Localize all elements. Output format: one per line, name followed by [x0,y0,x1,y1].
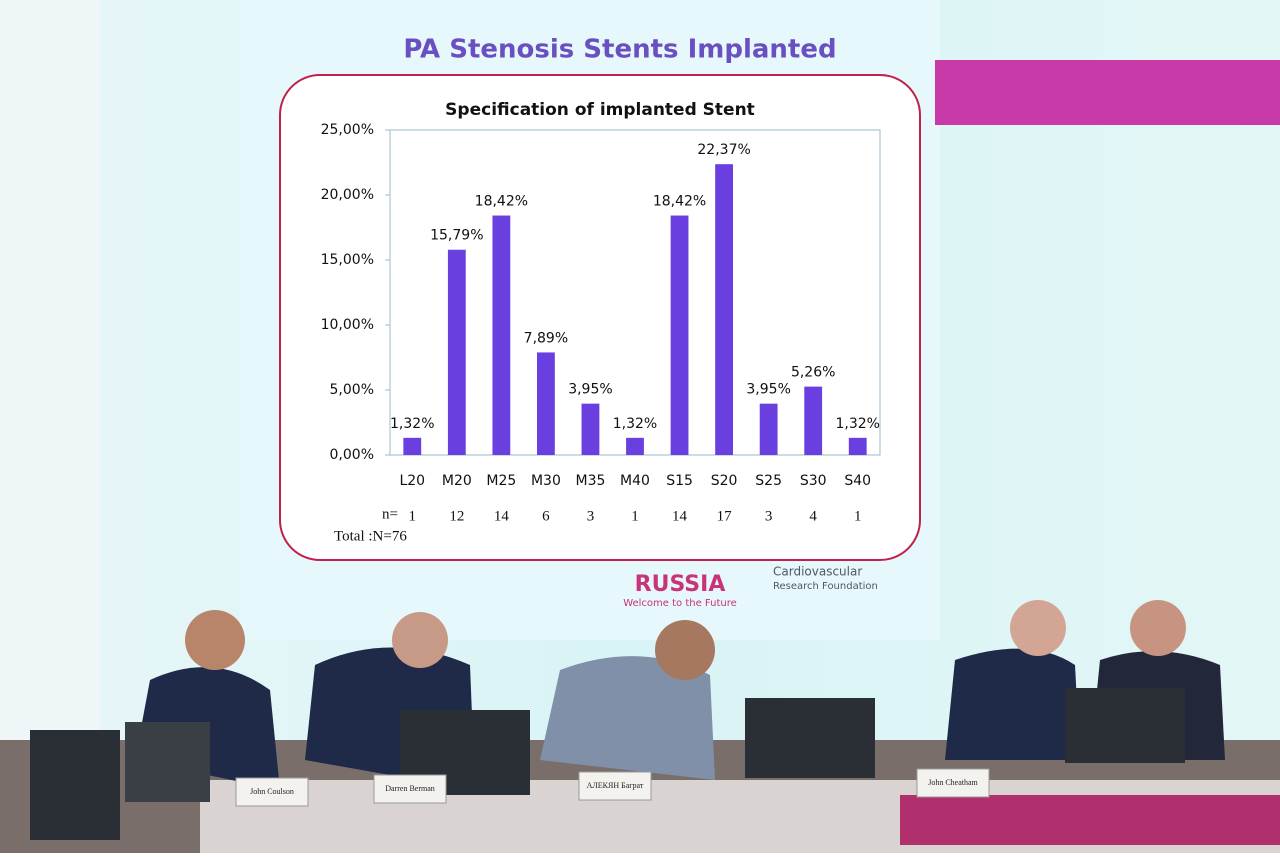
name-card-text: John Coulson [250,787,294,796]
logo-text: RUSSIA [635,572,726,597]
data-label: 18,42% [653,194,706,210]
name-card-text: АЛЕКЯН Баграт [587,781,644,790]
name-card [578,771,652,801]
name-card-text: Darren Berman [385,784,435,793]
data-label: 1,32% [390,416,434,432]
side-screen [0,0,100,740]
person [945,648,1080,760]
name-card-text: John Cheatham [928,778,978,787]
data-label: 22,37% [697,142,750,158]
monitor [1065,688,1185,763]
data-label: 3,95% [568,382,612,398]
person-head [185,610,245,670]
bar [715,164,733,455]
data-label: 15,79% [430,228,483,244]
bar [670,215,689,455]
name-card [373,774,447,804]
x-tick-label: M40 [620,473,650,489]
y-tick-label: 10,00% [321,317,374,333]
data-label: 5,26% [791,365,835,381]
count-label: 14 [672,508,688,524]
monitor [125,722,210,802]
bar [403,437,422,455]
count-header: n= [382,506,398,522]
count-label: 4 [809,508,817,524]
slide-title: PA Stenosis Stents Implanted [403,35,836,65]
person-head [392,612,448,668]
person [540,656,715,780]
count-label: 14 [494,508,510,524]
magenta-band [935,60,1280,125]
bar [804,386,823,455]
monitor [745,698,875,778]
x-tick-label: L20 [399,473,425,489]
bar [447,249,466,455]
name-card [916,768,990,798]
person-head [1130,600,1186,656]
x-tick-label: S20 [711,473,738,489]
x-tick-label: M35 [576,473,606,489]
y-tick-label: 15,00% [321,252,374,268]
name-card [235,777,309,807]
count-label: 17 [717,508,733,524]
bar [759,403,778,455]
y-tick-label: 25,00% [321,122,374,138]
data-label: 3,95% [746,382,790,398]
x-tick-label: S30 [800,473,827,489]
x-tick-label: M25 [486,473,516,489]
person-head [1010,600,1066,656]
bar [581,403,600,455]
count-label: 6 [542,508,550,524]
logo-text: Welcome to the Future [623,598,737,609]
data-label: 1,32% [835,416,879,432]
logo-text: Research Foundation [773,581,878,592]
data-label: 18,42% [475,194,528,210]
x-tick-label: M20 [442,473,472,489]
table-banner [900,795,1280,845]
count-label: 12 [449,508,464,524]
count-label: 3 [765,508,773,524]
bar [492,215,511,455]
x-tick-label: M30 [531,473,561,489]
y-tick-label: 20,00% [321,187,374,203]
monitor [30,730,120,840]
y-tick-label: 5,00% [330,382,374,398]
data-label: 7,89% [524,330,568,346]
bar [848,437,867,455]
x-tick-label: S25 [755,473,782,489]
bar [626,437,644,455]
count-label: 1 [631,508,639,524]
y-tick-label: 0,00% [330,447,374,463]
logo-text: Cardiovascular [773,565,862,579]
total-label: Total :N=76 [334,528,407,544]
person-head [655,620,715,680]
count-label: 3 [587,508,595,524]
x-tick-label: S15 [666,473,693,489]
x-tick-label: S40 [844,473,871,489]
count-label: 1 [409,508,417,524]
bar [537,352,555,455]
data-label: 1,32% [613,416,657,432]
count-label: 1 [854,508,862,524]
chart-title: Specification of implanted Stent [445,100,755,120]
